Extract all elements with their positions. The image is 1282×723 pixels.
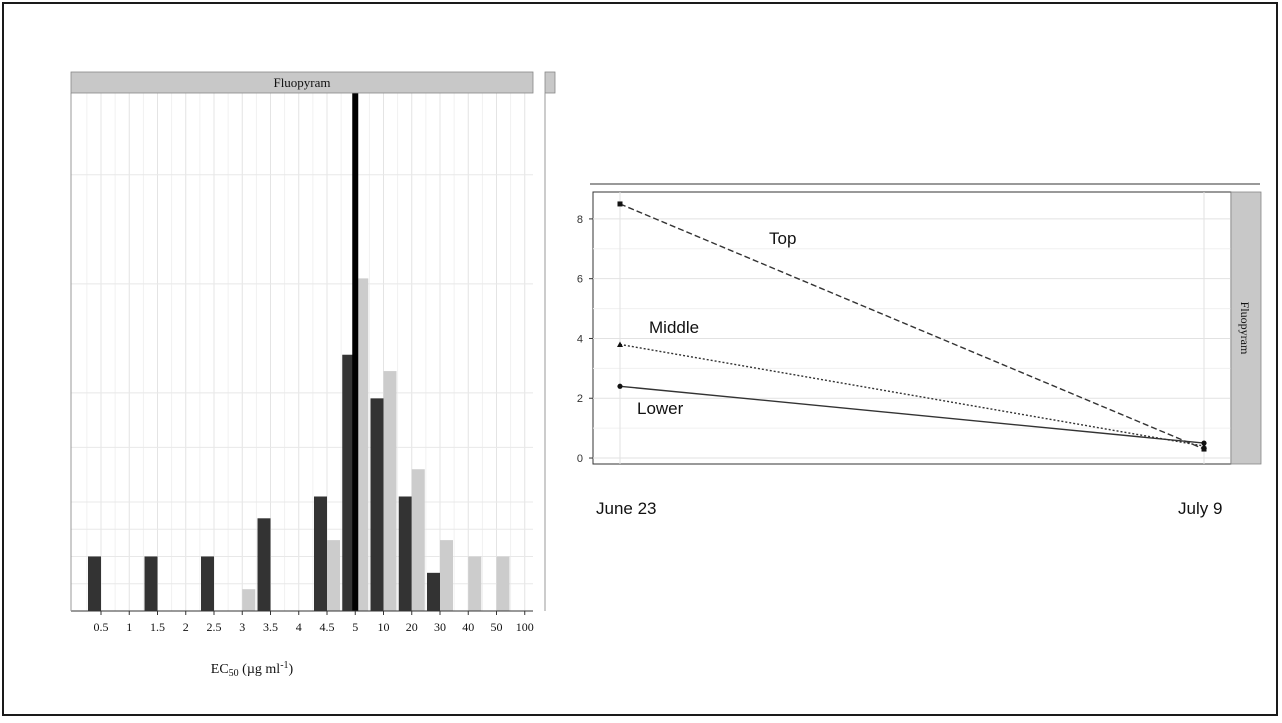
histogram-bar: [411, 469, 425, 611]
series-point: [617, 341, 623, 347]
histogram-tick-label: 1.5: [150, 620, 165, 634]
series-point: [1201, 440, 1207, 446]
histogram-tick-label: 3.5: [263, 620, 278, 634]
histogram-tick-label: 20: [406, 620, 418, 634]
line-chart-tick-label: 2: [577, 393, 583, 405]
histogram-tick-label: 4: [296, 620, 302, 634]
histogram-bar: [355, 278, 369, 611]
xlabel-main: EC: [211, 662, 229, 677]
histogram-x-axis-title: EC50 (µg ml-1): [211, 660, 294, 679]
series-line: [619, 203, 1205, 450]
series-label-top: Top: [769, 229, 796, 248]
line-chart-tick-label: 8: [577, 214, 583, 226]
series-point: [617, 383, 623, 389]
histogram-tick-label: 40: [462, 620, 474, 634]
line-chart-tick-label: 6: [577, 274, 583, 286]
series-point: [617, 201, 623, 207]
histogram-bar: [468, 556, 482, 611]
line-chart-y-ticks: 0 2 4 6 8: [577, 214, 593, 465]
histogram-tick-label: 2: [183, 620, 189, 634]
histogram-tick-label: 10: [378, 620, 390, 634]
series-label-lower: Lower: [637, 399, 684, 418]
xlabel-rest: (µg ml: [239, 662, 281, 677]
histogram-bar: [370, 398, 384, 611]
histogram-facet-label: Fluopyram: [273, 75, 330, 90]
histogram-bar: [314, 496, 327, 611]
histogram-adjacent-facet: [544, 71, 556, 611]
histogram-bar: [342, 354, 356, 611]
histogram-bar: [88, 556, 101, 611]
histogram-bar: [383, 371, 397, 611]
histogram-bar: [496, 556, 510, 611]
adjacent-facet-strip: [544, 71, 556, 94]
histogram-tick-label: 0.5: [94, 620, 109, 634]
histogram-bars: [88, 278, 510, 611]
line-chart: 0 2 4 6 8 Fluopyram June 23 July 9 Top Middl…: [577, 183, 1262, 518]
xlabel-subscript: 50: [229, 668, 239, 679]
histogram-bar: [440, 540, 453, 611]
histogram-bar: [398, 496, 412, 611]
line-chart-tick-label: 4: [577, 333, 583, 345]
histogram-bar: [144, 556, 158, 611]
histogram-tick-label: 3: [239, 620, 245, 634]
line-chart-tick-label: 0: [577, 453, 583, 465]
histogram-tick-label: 1: [126, 620, 132, 634]
xlabel-end: ): [289, 662, 294, 677]
histogram-bar: [242, 589, 256, 611]
series-point: [1201, 446, 1207, 452]
histogram-bar: [257, 518, 271, 611]
line-facet-label: Fluopyram: [1238, 302, 1252, 355]
series-line: [619, 385, 1205, 444]
line-chart-grid: [593, 192, 1231, 464]
histogram-facet-strip: [70, 71, 534, 94]
histogram-bar: [427, 572, 440, 611]
histogram-bar: [201, 556, 214, 611]
histogram-chart: Fluopyram 0.5 1 1.5 2 2.5 3 3.5 4 4.5 5 10 20 30 40 50…: [70, 71, 534, 679]
chart-canvas: Fluopyram 0.5 1 1.5 2 2.5 3 3.5 4 4.5 5 10 20 30 40 50…: [70, 71, 1262, 679]
histogram-tick-label: 100: [516, 620, 534, 634]
xlabel-superscript: -1: [280, 660, 288, 671]
line-chart-series: [617, 201, 1207, 452]
series-label-middle: Middle: [649, 318, 699, 337]
histogram-tick-label: 4.5: [320, 620, 335, 634]
histogram-panel-bg: [71, 93, 533, 611]
series-point: [1201, 443, 1207, 449]
line-x-label-start: June 23: [596, 499, 657, 518]
reference-line: [352, 93, 359, 611]
histogram-tick-label: 5: [352, 620, 358, 634]
histogram-tick-label: 50: [491, 620, 503, 634]
line-facet-strip: [1230, 191, 1262, 465]
histogram-tick-label: 2.5: [207, 620, 222, 634]
histogram-x-ticks: 0.5 1 1.5 2 2.5 3 3.5 4 4.5 5 10 20 30 40 50 100: [94, 611, 534, 634]
line-x-label-end: July 9: [1178, 499, 1222, 518]
histogram-bar: [327, 540, 340, 611]
histogram-tick-label: 30: [434, 620, 446, 634]
series-line: [619, 343, 1205, 447]
